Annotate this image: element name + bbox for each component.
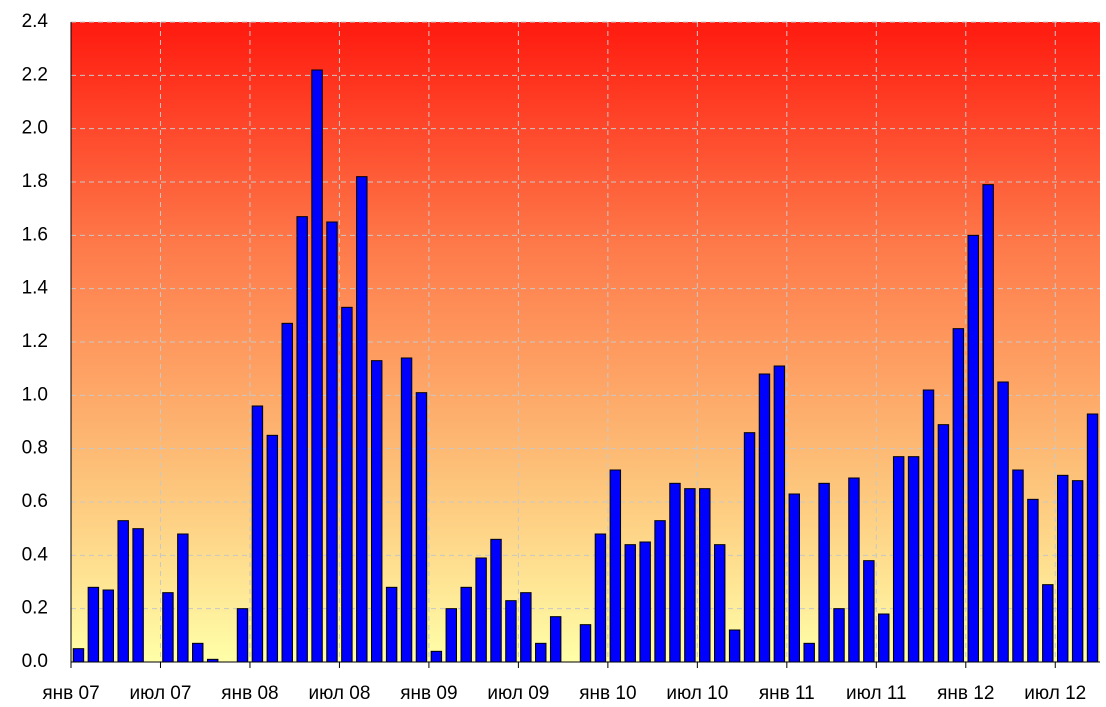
bar [654,520,666,663]
bar [848,477,860,663]
bar [699,488,711,663]
bar [177,533,189,663]
x-tick-label: янв 12 [937,683,994,704]
bar [505,600,517,663]
bar [728,629,741,663]
x-tick-label: июл 08 [308,683,370,704]
y-tick-label: 0.2 [22,598,48,619]
bar [1042,584,1054,663]
x-tick-label: июл 11 [846,683,907,704]
bar [1056,474,1069,663]
bar [490,538,502,663]
bar [952,328,965,663]
bar [281,322,293,663]
bar [400,357,413,663]
bar [907,456,920,663]
bar [1012,469,1024,663]
bar [370,360,383,663]
bar [982,184,994,663]
x-tick-label: янв 08 [221,683,278,704]
x-tick-label: янв 10 [579,683,636,704]
y-tick-label: 0.6 [22,491,48,512]
bar [192,642,204,663]
bar [639,541,651,663]
bar [684,488,696,663]
bar [117,520,129,663]
bar [266,434,279,663]
bar [87,586,100,663]
y-tick-label: 1.0 [22,384,48,405]
bar [72,648,85,663]
bar [1027,498,1039,663]
y-tick-label: 0.0 [22,651,48,672]
bar [296,216,308,663]
bar [341,306,353,663]
x-tick-label: июл 10 [666,683,728,704]
bar [1086,413,1099,663]
y-tick-label: 0.8 [22,438,48,459]
bar [162,592,174,663]
bar [803,642,815,663]
bar [236,608,249,663]
bar [102,589,115,663]
bar [624,544,636,663]
y-tick-label: 2.2 [22,64,48,85]
bar [892,456,905,663]
bar [579,624,592,663]
y-tick-label: 1.4 [22,278,49,299]
y-tick-label: 1.2 [22,331,48,352]
bar [788,493,801,663]
bar [713,544,726,663]
bar [549,616,562,663]
y-tick-label: 1.8 [22,171,48,192]
x-tick-label: янв 09 [400,683,457,704]
bar [460,586,472,663]
bar [430,650,443,663]
bar [967,234,979,663]
y-tick-label: 2.0 [22,118,48,139]
bar [922,389,935,663]
x-tick-label: янв 07 [42,683,99,704]
bar [609,469,622,663]
bar [773,365,786,663]
x-tick-label: янв 11 [759,683,815,704]
bar [475,557,487,663]
bar [520,592,532,663]
bar [818,482,830,663]
y-tick-label: 1.6 [22,224,48,245]
bar [833,608,845,663]
bar [206,658,219,663]
bar [445,608,458,663]
bar [326,221,338,663]
bar [743,432,756,663]
bar [132,528,144,663]
y-tick-label: 0.4 [22,544,49,565]
bar [669,482,681,663]
bar [863,560,875,663]
x-tick-label: июл 07 [130,683,192,704]
bar [535,642,547,663]
x-tick-label: июл 12 [1024,683,1086,704]
bar [594,533,607,663]
bar [937,424,950,663]
bar [251,405,264,663]
y-tick-label: 2.4 [22,11,49,32]
bar [758,373,771,663]
bar [311,69,323,663]
bar [1071,480,1084,663]
x-tick-label: июл 09 [487,683,549,704]
bar [385,586,398,663]
bar [878,613,890,663]
bar [997,381,1009,663]
bar [356,176,368,663]
bar [415,392,428,663]
